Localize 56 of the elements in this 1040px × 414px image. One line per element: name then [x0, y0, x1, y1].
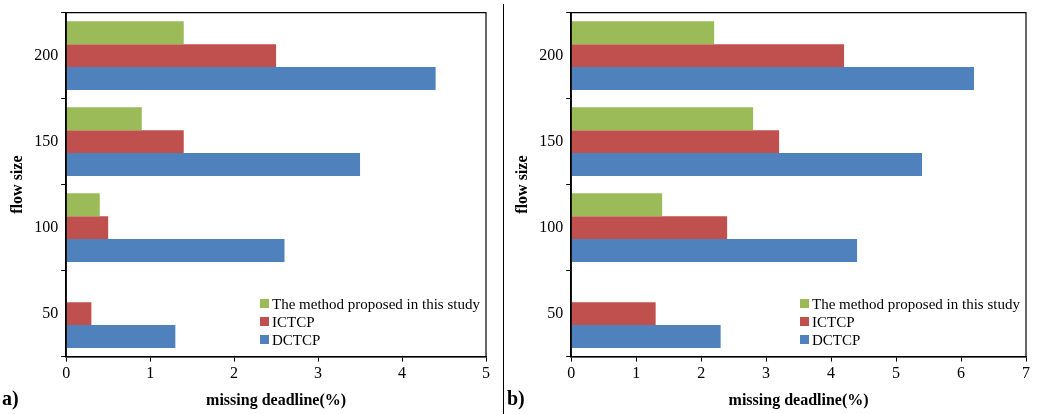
y-tick-label: 150 — [34, 131, 59, 149]
bar — [571, 302, 656, 326]
x-tick-label: 0 — [567, 364, 576, 382]
x-tick-label: 5 — [892, 364, 901, 382]
x-tick-label: 1 — [146, 364, 155, 382]
text: a) — [2, 387, 19, 411]
x-tick-label: 5 — [482, 364, 490, 382]
x-tick-label: 7 — [1022, 364, 1030, 382]
bar — [66, 193, 100, 217]
bar — [66, 130, 184, 154]
bar — [66, 107, 142, 131]
y-tick-label: 100 — [539, 217, 564, 235]
bar — [66, 153, 361, 176]
legend-label: DCTCP — [272, 330, 321, 349]
bar — [571, 193, 663, 217]
y-tick-label: 150 — [539, 131, 564, 149]
bar — [66, 216, 109, 240]
y-tick-label: 50 — [42, 303, 59, 321]
x-tick-label: 3 — [314, 364, 323, 382]
bar — [571, 67, 975, 90]
x-tick-label: 0 — [62, 364, 71, 382]
y-tick-label: 50 — [547, 303, 564, 321]
bar — [571, 130, 780, 154]
x-tick-label: 3 — [762, 364, 771, 382]
text: b) — [507, 387, 525, 411]
x-tick-label: 6 — [957, 364, 966, 382]
bar — [66, 21, 184, 45]
y-axis-title: flow size — [7, 155, 25, 214]
legend-label: ICTCP — [272, 312, 315, 331]
x-axis-title: missing deadline(%) — [728, 390, 869, 409]
x-axis-title: missing deadline(%) — [206, 390, 347, 409]
legend-label: ICTCP — [812, 312, 855, 331]
bar — [66, 44, 277, 68]
bar — [571, 239, 858, 262]
y-tick-label: 200 — [539, 45, 564, 63]
bar — [66, 67, 436, 90]
y-axis-title: flow size — [512, 155, 530, 214]
bar — [571, 153, 923, 176]
x-tick-label: 2 — [697, 364, 706, 382]
bar — [571, 216, 728, 240]
legend-label: The method proposed in this study — [272, 294, 480, 313]
bar — [66, 302, 92, 326]
bar — [571, 325, 721, 348]
legend-label: DCTCP — [812, 330, 861, 349]
bar — [571, 107, 754, 131]
bar — [571, 44, 845, 68]
legend-label: The method proposed in this study — [812, 294, 1020, 313]
x-tick-label: 4 — [827, 364, 836, 382]
bar — [571, 21, 715, 45]
x-tick-label: 2 — [230, 364, 239, 382]
y-tick-label: 100 — [34, 217, 59, 235]
x-tick-label: 4 — [398, 364, 407, 382]
bar — [66, 325, 176, 348]
bar — [66, 239, 285, 262]
x-tick-label: 1 — [632, 364, 641, 382]
y-tick-label: 200 — [34, 45, 59, 63]
